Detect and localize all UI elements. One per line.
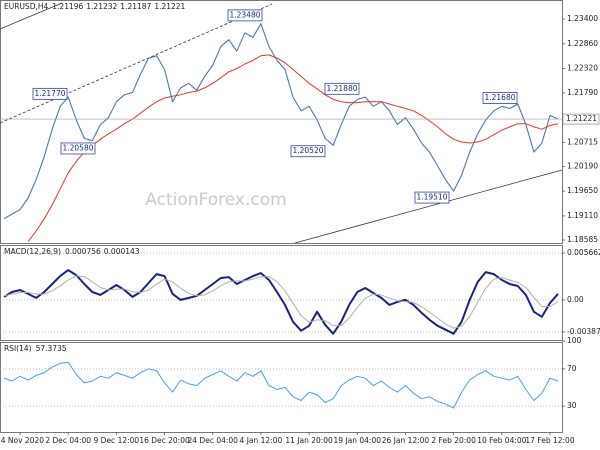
level-box: [60, 142, 96, 155]
panel-title: EURUSD,H4: [4, 2, 48, 11]
readout: 57.3735: [36, 344, 67, 353]
panel-frame: [0, 342, 563, 433]
y-tick-label: 1.22320: [567, 64, 598, 73]
series-line: [3, 269, 559, 335]
readout: 1.21232: [86, 2, 117, 11]
readout: 1.21187: [120, 2, 151, 11]
level-box: [482, 92, 518, 104]
readout: 1.21221: [154, 2, 185, 11]
series-line: [3, 361, 559, 409]
x-tick-label: 24 Dec 04:00: [188, 436, 239, 445]
y-tick-label: 0.005662: [567, 248, 600, 257]
level-label: 1.23480: [229, 10, 260, 19]
y-tick-label: 1.18585: [567, 235, 598, 244]
channel-line: [0, 3, 273, 124]
panel-title: MACD(12,26,9): [4, 247, 61, 256]
trend-line: [294, 169, 563, 244]
readout: 0.000756: [65, 247, 101, 256]
level-box: [414, 191, 450, 204]
x-tick-label: 24 Nov 2020: [0, 436, 44, 445]
x-tick-label: 2 Feb 20:00: [431, 436, 476, 445]
level-box: [32, 87, 68, 100]
series-line: [27, 54, 559, 242]
x-tick-label: 4 Jan 12:00: [240, 436, 283, 445]
level-label: 1.21680: [484, 93, 515, 102]
series-line: [3, 275, 559, 329]
readout: 0.000143: [104, 247, 140, 256]
level-box: [227, 9, 263, 22]
y-tick-label: 1.19650: [567, 186, 598, 195]
x-tick-label: 16 Dec 20:00: [139, 436, 190, 445]
y-tick-label: 1.20715: [567, 137, 598, 146]
readout: 1.21196: [52, 2, 83, 11]
level-label: 1.21880: [326, 84, 357, 93]
panel-title: RSI(14): [4, 344, 32, 353]
last-price-box: [562, 113, 600, 125]
y-tick-label: 1.21790: [567, 88, 598, 97]
y-tick-label: 1.19110: [567, 211, 598, 220]
level-box: [324, 82, 360, 95]
x-tick-label: 2 Dec 04:00: [45, 436, 91, 445]
level-label: 1.20580: [62, 143, 93, 152]
y-tick-label: 0.00: [567, 295, 584, 304]
series-line: [3, 23, 559, 220]
level-label: 1.21770: [34, 89, 65, 98]
panel-frame: [0, 245, 563, 341]
x-tick-label: 17 Feb 12:00: [525, 436, 574, 445]
last-price-label: 1.21221: [566, 114, 597, 123]
level-label: 1.19510: [416, 193, 447, 202]
panel-header: EURUSD,H4 1.21196 1.21232 1.21187 1.21221: [4, 2, 186, 11]
y-tick-label: 1.22860: [567, 39, 598, 48]
level-label: 1.20520: [292, 146, 323, 155]
level-box: [290, 145, 326, 158]
y-tick-label: -0.003872: [567, 327, 600, 336]
trend-line: [0, 2, 63, 30]
panel-frame: [0, 0, 563, 244]
x-tick-label: 9 Dec 12:00: [94, 436, 140, 445]
y-tick-label: 70: [567, 364, 577, 373]
y-tick-label: 1.20190: [567, 161, 598, 170]
y-tick-label: 1.23400: [567, 14, 598, 23]
x-tick-label: 19 Jan 04:00: [334, 436, 382, 445]
panel-header: RSI(14) 57.3735: [4, 344, 67, 353]
watermark: ActionForex.com: [145, 190, 286, 210]
y-tick-label: 30: [567, 401, 577, 410]
x-tick-label: 26 Jan 12:00: [382, 436, 430, 445]
x-tick-label: 11 Jan 20:00: [285, 436, 333, 445]
panel-header: MACD(12,26,9) 0.000756 0.000143: [4, 247, 140, 256]
x-tick-label: 10 Feb 04:00: [477, 436, 526, 445]
y-tick-label: 100: [567, 336, 582, 345]
